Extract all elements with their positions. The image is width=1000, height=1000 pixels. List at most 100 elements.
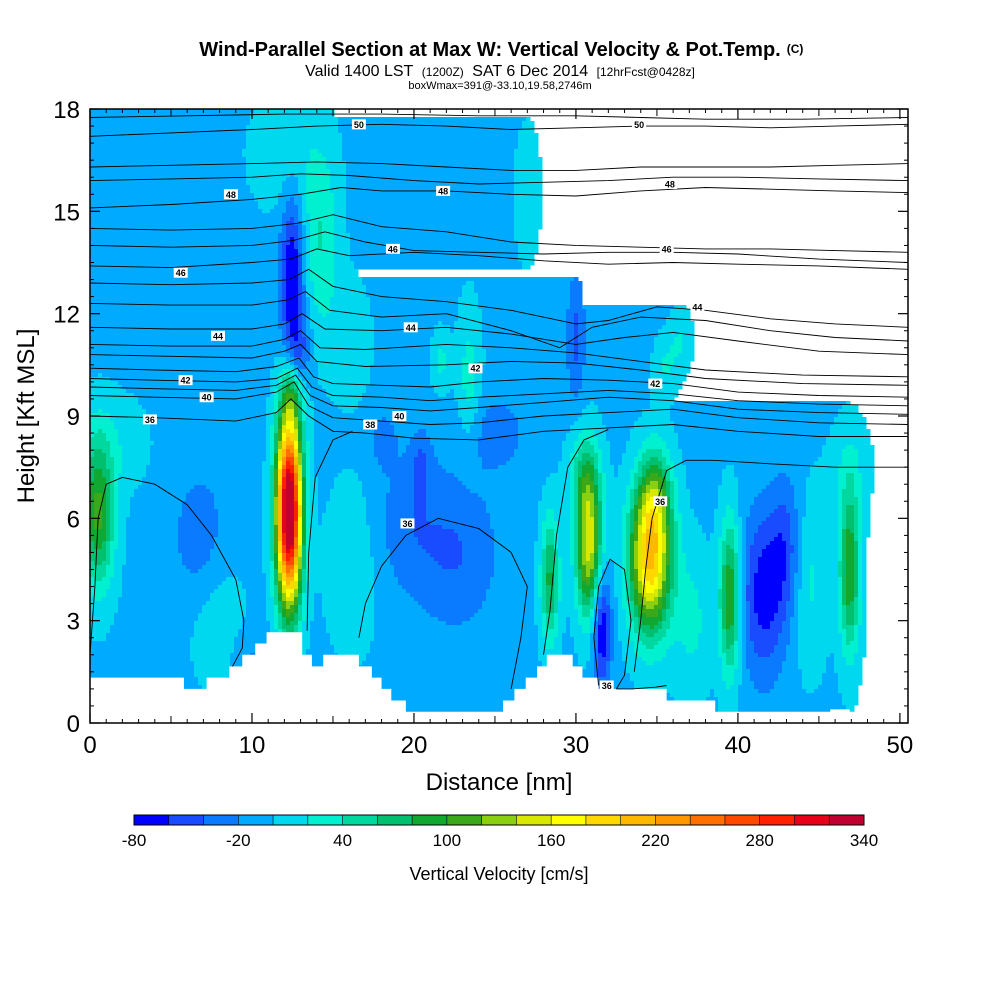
velocity-cell <box>722 549 727 554</box>
velocity-cell <box>302 513 307 518</box>
velocity-cell <box>294 173 307 178</box>
velocity-cell <box>426 509 487 514</box>
velocity-cell <box>302 437 307 442</box>
velocity-cell <box>302 597 307 602</box>
velocity-cell <box>762 625 771 630</box>
velocity-cell <box>646 585 659 590</box>
velocity-cell <box>286 469 291 474</box>
velocity-cell <box>270 381 279 386</box>
velocity-cell <box>670 409 839 414</box>
velocity-cell <box>678 509 695 514</box>
velocity-cell <box>286 597 295 602</box>
velocity-cell <box>578 517 583 522</box>
velocity-cell <box>850 601 855 606</box>
velocity-cell <box>790 533 799 538</box>
velocity-cell <box>114 557 127 562</box>
velocity-cell <box>666 609 675 614</box>
velocity-cell <box>578 601 583 606</box>
velocity-cell <box>410 593 487 598</box>
velocity-cell <box>266 413 275 418</box>
velocity-cell <box>630 477 635 482</box>
velocity-cell <box>322 233 335 238</box>
velocity-cell <box>582 565 587 570</box>
velocity-cell <box>294 425 299 430</box>
velocity-cell <box>554 545 559 550</box>
velocity-cell <box>606 633 611 638</box>
velocity-cell <box>122 453 151 458</box>
velocity-cell <box>270 565 275 570</box>
velocity-cell <box>654 525 659 530</box>
velocity-cell <box>278 589 283 594</box>
velocity-cell <box>662 325 695 330</box>
velocity-cell <box>546 613 555 618</box>
velocity-cell <box>674 561 679 566</box>
velocity-cell <box>846 573 855 578</box>
velocity-cell <box>606 649 611 654</box>
velocity-cell <box>590 637 595 642</box>
velocity-cell <box>210 593 247 598</box>
velocity-cell <box>370 373 431 378</box>
velocity-cell <box>790 589 795 594</box>
velocity-cell <box>346 213 515 218</box>
velocity-cell <box>286 533 295 538</box>
velocity-cell <box>758 565 787 570</box>
velocity-cell <box>710 689 715 694</box>
velocity-cell <box>310 505 319 510</box>
velocity-cell <box>302 265 307 270</box>
velocity-cell <box>290 549 295 554</box>
velocity-cell <box>574 565 579 570</box>
velocity-cell <box>606 501 627 506</box>
velocity-cell <box>230 657 247 662</box>
velocity-cell <box>726 605 735 610</box>
velocity-cell <box>334 261 355 266</box>
velocity-cell <box>630 525 635 530</box>
velocity-cell <box>462 385 475 390</box>
velocity-cell <box>398 449 407 454</box>
velocity-cell <box>246 589 267 594</box>
velocity-cell <box>806 493 839 498</box>
velocity-cell <box>646 461 663 466</box>
velocity-cell <box>286 329 291 334</box>
velocity-cell <box>458 413 475 418</box>
velocity-cell <box>310 549 371 554</box>
velocity-cell <box>514 181 543 186</box>
velocity-cell <box>674 421 835 426</box>
velocity-cell <box>602 621 607 626</box>
velocity-cell <box>398 445 407 450</box>
velocity-cell <box>698 637 719 642</box>
velocity-cell <box>574 485 579 490</box>
velocity-cell <box>566 321 575 326</box>
velocity-cell <box>858 561 863 566</box>
velocity-cell <box>310 537 371 542</box>
velocity-cell <box>578 521 583 526</box>
velocity-cell <box>554 645 563 650</box>
velocity-cell <box>598 653 603 658</box>
velocity-cell <box>638 637 663 642</box>
velocity-cell <box>286 525 295 530</box>
velocity-cell <box>542 609 547 614</box>
velocity-cell <box>274 397 279 402</box>
velocity-cell <box>726 509 735 514</box>
velocity-cell <box>374 437 399 442</box>
velocity-cell <box>302 541 307 546</box>
velocity-cell <box>678 529 683 534</box>
velocity-cell <box>646 509 651 514</box>
velocity-cell <box>354 265 523 270</box>
velocity-cell <box>298 625 303 630</box>
velocity-cell <box>310 301 315 306</box>
velocity-cell <box>446 621 463 626</box>
velocity-cell <box>574 649 591 654</box>
velocity-cell <box>738 505 751 510</box>
velocity-cell <box>662 449 671 454</box>
velocity-cell <box>214 505 263 510</box>
velocity-cell <box>366 517 387 522</box>
velocity-cell <box>662 473 667 478</box>
velocity-cell <box>738 585 743 590</box>
velocity-cell <box>314 425 375 430</box>
velocity-cell <box>634 589 639 594</box>
velocity-cell <box>306 409 315 414</box>
velocity-cell <box>426 549 463 554</box>
velocity-cell <box>346 197 515 202</box>
velocity-cell <box>462 289 475 294</box>
velocity-cell <box>678 333 683 338</box>
